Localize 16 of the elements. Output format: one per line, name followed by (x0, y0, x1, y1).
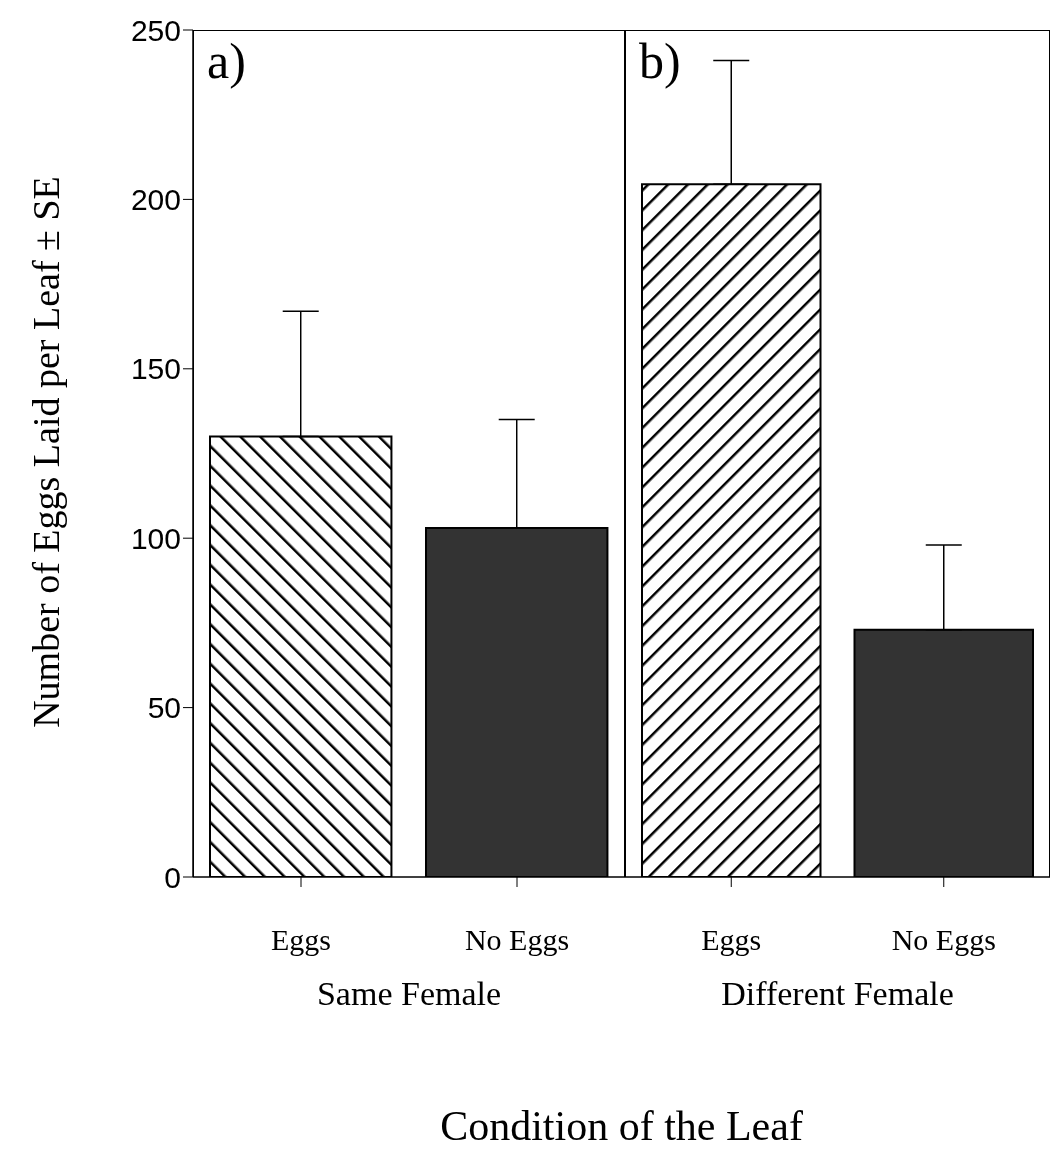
x-axis-title: Same Female (315, 975, 503, 1013)
x-tick-label: Eggs (701, 923, 762, 957)
x-axis-title: Different Female (720, 975, 955, 1013)
chart-title: b) (639, 32, 681, 90)
x-tick-label: No Eggs (891, 923, 996, 957)
chart-title: a) (207, 32, 246, 90)
y-tick-label: 100 (130, 521, 181, 555)
text: Condition of the Leaf (439, 1102, 804, 1150)
x-tick-label: Eggs (271, 923, 331, 957)
y-tick-label: 0 (164, 860, 181, 894)
x-tick-label: No Eggs (464, 923, 570, 957)
y-tick-label: 150 (130, 352, 181, 386)
y-axis-title: Number of Eggs Laid per Leaf ± SE (24, 174, 68, 730)
y-tick-label: 50 (147, 691, 181, 725)
y-tick-label: 200 (130, 183, 181, 217)
y-tick-label: 250 (130, 13, 181, 47)
